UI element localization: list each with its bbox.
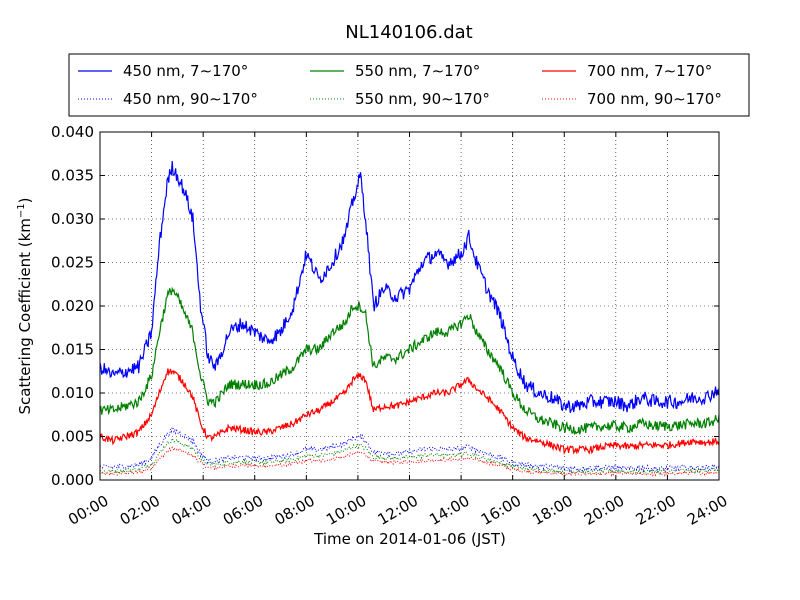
x-tick-label: 14:00 [426, 492, 472, 529]
legend-label-2: 700 nm, 7∼170° [587, 62, 712, 80]
series-layer [99, 160, 720, 478]
series-line-0 [99, 160, 720, 414]
legend-label-0: 450 nm, 7∼170° [123, 62, 248, 80]
x-tick-label: 24:00 [684, 492, 730, 529]
x-tick-labels: 00:00 02:00 04:00 06:00 08:00 10:00 12:00 14:00… [65, 492, 730, 529]
x-tick-label: 12:00 [375, 492, 421, 529]
y-tick-label: 0.020 [51, 297, 94, 315]
legend-label-5: 700 nm, 90∼170° [587, 90, 722, 108]
x-tick-label: 00:00 [65, 492, 111, 529]
legend-label-4: 550 nm, 90∼170° [355, 90, 490, 108]
y-tick-label: 0.030 [51, 210, 94, 228]
axis-ticks [99, 131, 720, 481]
y-axis-label-superscript: −1 [16, 203, 27, 218]
x-tick-label: 04:00 [168, 492, 214, 529]
x-tick-label: 10:00 [323, 492, 369, 529]
x-tick-label: 16:00 [478, 492, 524, 529]
y-tick-label: 0.035 [51, 167, 94, 185]
x-tick-label: 08:00 [271, 492, 317, 529]
y-tick-labels: 0.000 0.005 0.010 0.015 0.020 0.025 0.030 0.035… [51, 123, 94, 489]
y-tick-label: 0.015 [51, 341, 94, 359]
series-line-4 [99, 436, 720, 476]
x-tick-label: 06:00 [220, 492, 266, 529]
chart-title: NL140106.dat [345, 22, 472, 43]
legend-box [68, 53, 750, 117]
y-tick-label: 0.040 [51, 123, 94, 141]
x-tick-label: 20:00 [581, 492, 627, 529]
legend-label-1: 550 nm, 7∼170° [355, 62, 480, 80]
grid-lines [99, 131, 720, 481]
x-tick-label: 22:00 [633, 492, 679, 529]
legend-label-3: 450 nm, 90∼170° [123, 90, 258, 108]
y-axis-label-main: Scattering Coefficient (km [16, 218, 34, 414]
x-tick-label: 02:00 [117, 492, 163, 529]
series-line-2 [99, 368, 720, 455]
series-line-3 [99, 425, 720, 474]
x-axis-label: Time on 2014-01-06 (JST) [313, 530, 506, 548]
y-tick-label: 0.010 [51, 384, 94, 402]
y-axis-label: Scattering Coefficient (km−1) [16, 197, 34, 414]
x-tick-label: 18:00 [529, 492, 575, 529]
y-tick-label: 0.005 [51, 428, 94, 446]
series-line-1 [99, 286, 720, 435]
y-tick-label: 0.025 [51, 254, 94, 272]
y-axis-label-close: ) [16, 197, 34, 203]
y-tick-label: 0.000 [51, 471, 94, 489]
series-line-5 [99, 446, 720, 478]
legend: 450 nm, 7∼170° 550 nm, 7∼170° 700 nm, 7∼17… [68, 53, 750, 117]
